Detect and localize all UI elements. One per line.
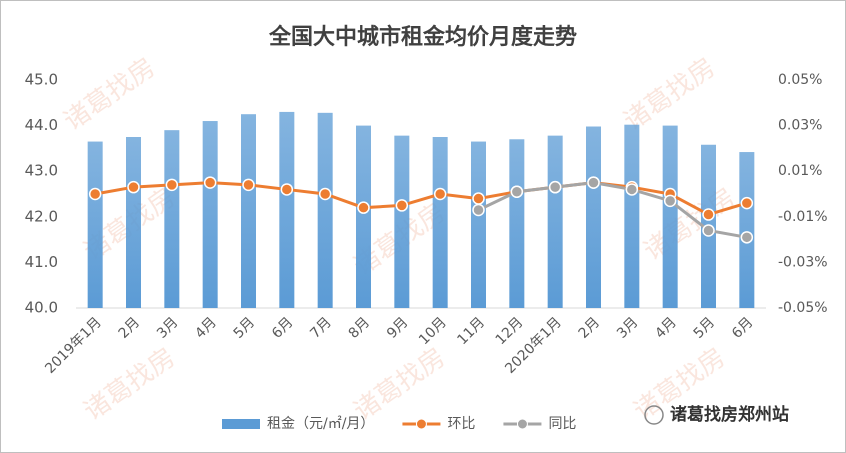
marker <box>357 201 370 214</box>
y-tick-label: 42.0 <box>25 207 58 225</box>
bar <box>547 135 563 308</box>
y2-tick-label: -0.05% <box>778 300 828 316</box>
marker <box>433 187 447 201</box>
brand-icon <box>644 405 664 425</box>
y-tick-label: 45.0 <box>25 71 58 89</box>
y-tick-label: 43.0 <box>25 162 58 180</box>
y-tick-label: 40.0 <box>25 299 58 317</box>
marker <box>88 187 102 201</box>
bar <box>509 139 525 308</box>
brand: 诸葛找房郑州站 <box>670 404 789 425</box>
legend-label: 同比 <box>548 416 576 432</box>
marker <box>740 196 754 210</box>
bar <box>356 125 371 308</box>
bar <box>241 114 256 308</box>
line <box>477 181 748 239</box>
bar <box>394 135 410 308</box>
marker <box>702 208 715 221</box>
line <box>94 181 748 217</box>
bar <box>662 125 678 308</box>
y2-tick-label: -0.03% <box>778 254 828 270</box>
marker <box>702 224 715 237</box>
bar <box>586 126 601 309</box>
marker <box>472 192 485 205</box>
marker <box>740 231 754 244</box>
marker <box>548 180 562 194</box>
marker <box>318 187 332 201</box>
bar <box>126 137 141 308</box>
marker <box>663 194 677 208</box>
bar <box>739 152 755 308</box>
legend-swatch <box>415 418 427 430</box>
bar <box>279 111 295 308</box>
y-tick-label: 44.0 <box>25 116 58 134</box>
legend-swatch <box>516 418 528 430</box>
marker <box>242 178 255 192</box>
bar <box>432 137 448 308</box>
marker <box>127 180 140 194</box>
y-tick-label: 41.0 <box>25 253 58 271</box>
legend-swatch <box>222 419 260 429</box>
bar <box>317 112 333 308</box>
bar <box>471 141 486 308</box>
marker <box>472 203 485 217</box>
bar <box>164 130 180 308</box>
bar <box>87 141 103 308</box>
y2-tick-label: 0.03% <box>778 118 822 134</box>
marker <box>395 199 409 212</box>
marker <box>625 183 639 196</box>
y2-tick-label: 0.01% <box>778 163 822 179</box>
legend-label: 租金（元/㎡/月） <box>267 416 374 432</box>
legend-label: 环比 <box>447 416 475 432</box>
y2-tick-label: -0.01% <box>778 209 828 225</box>
chart-title: 全国大中城市租金均价月度走势 <box>268 24 577 50</box>
bar <box>624 124 640 308</box>
marker <box>587 176 600 189</box>
marker <box>203 176 217 189</box>
marker <box>510 185 524 198</box>
marker <box>280 183 294 196</box>
y2-tick-label: 0.05% <box>778 72 822 88</box>
bar <box>202 121 218 308</box>
marker <box>165 178 179 192</box>
